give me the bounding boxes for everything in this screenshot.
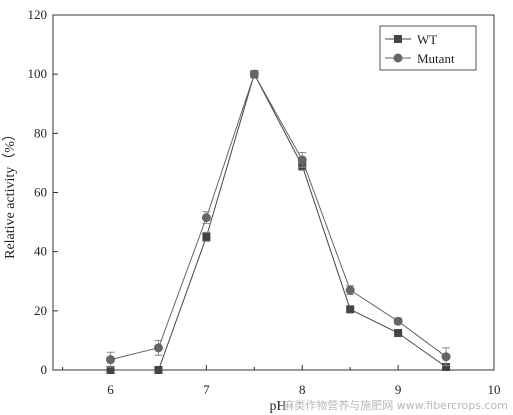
data-point-mutant [345, 285, 355, 295]
series-line-mutant [110, 72, 447, 361]
series-line-wt [110, 72, 447, 371]
legend-entry-wt: WT [385, 32, 437, 47]
x-tick-label: 6 [107, 382, 114, 397]
y-tick-label: 100 [28, 66, 48, 81]
legend-marker [393, 53, 403, 63]
data-point-wt [106, 366, 115, 374]
x-tick-label: 10 [488, 382, 501, 397]
y-tick-label: 120 [28, 7, 48, 22]
data-point-mutant [297, 155, 307, 165]
y-tick-label: 60 [34, 185, 47, 200]
x-tick-label: 9 [395, 382, 402, 397]
y-tick-label: 80 [34, 125, 47, 140]
data-point-wt [346, 305, 355, 314]
data-point-mutant [153, 343, 163, 353]
y-axis-label: Relative activity（%） [2, 127, 18, 259]
x-tick-label: 7 [203, 382, 210, 397]
legend-box [379, 25, 477, 71]
data-point-mutant [106, 355, 116, 365]
legend: WT Mutant [379, 25, 477, 71]
y-tick-label: 0 [41, 362, 48, 377]
data-point-wt [442, 363, 451, 372]
legend-marker [394, 35, 402, 43]
data-point-mutant [201, 213, 211, 223]
data-point-wt [394, 329, 403, 338]
x-axis-label: pH [269, 399, 286, 414]
axes: 0 20 40 60 80 100 120 6 7 8 9 10 [28, 7, 501, 397]
x-tick-label: 8 [299, 382, 306, 397]
plot-area [106, 69, 451, 374]
legend-entry-mutant: Mutant [385, 51, 455, 66]
data-point-mutant [249, 69, 259, 79]
data-point-mutant [393, 316, 403, 326]
legend-label: WT [417, 32, 437, 47]
y-tick-label: 40 [34, 244, 47, 259]
watermark: 麻类作物营养与施肥网 www.fibercrops.com [283, 398, 508, 412]
data-point-mutant [441, 352, 451, 362]
y-tick-label: 20 [34, 303, 47, 318]
data-point-wt [154, 366, 163, 374]
data-point-wt [202, 232, 211, 241]
legend-label: Mutant [417, 51, 455, 66]
